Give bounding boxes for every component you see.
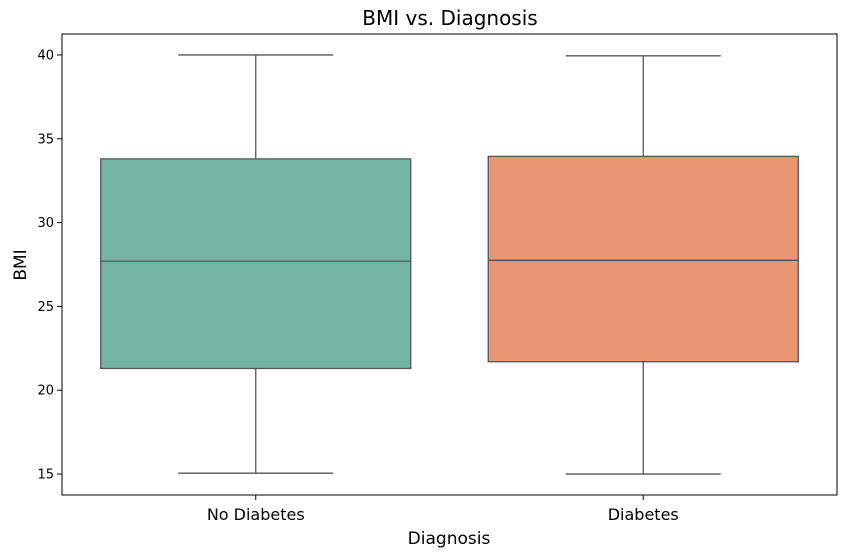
- plot-area: 15 20 25 30 35 40 No Diabetes Diabetes: [37, 48, 799, 524]
- y-tick-label: 30: [37, 216, 54, 231]
- plot-frame: [61, 33, 838, 496]
- x-tick-label-no-diabetes: No Diabetes: [207, 505, 305, 524]
- box-no-diabetes: [100, 158, 412, 370]
- y-axis-label: BMI: [11, 249, 31, 280]
- box-diabetes: [487, 155, 799, 363]
- y-tick-label: 20: [37, 384, 54, 399]
- y-tick-label: 15: [37, 468, 54, 483]
- y-tick-label: 40: [37, 48, 54, 63]
- y-tick-label: 25: [37, 300, 54, 315]
- x-tick-label-diabetes: Diabetes: [608, 505, 679, 524]
- chart-title: BMI vs. Diagnosis: [362, 6, 537, 30]
- x-axis-label: Diagnosis: [408, 529, 491, 549]
- y-tick-label: 35: [37, 132, 54, 147]
